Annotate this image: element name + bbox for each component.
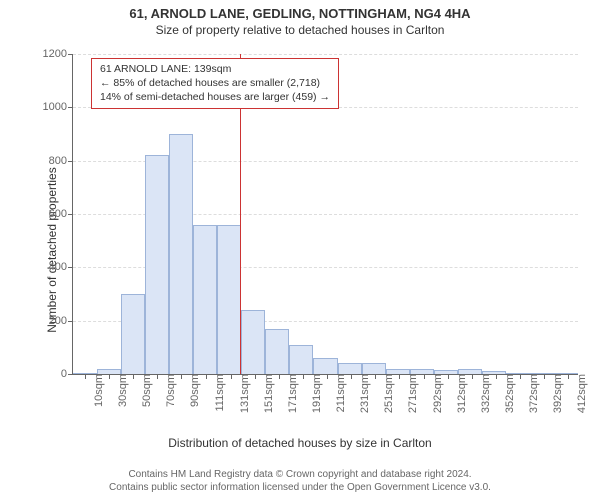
x-tick-mark (448, 374, 449, 379)
annotation-box: 61 ARNOLD LANE: 139sqm← 85% of detached … (91, 58, 339, 109)
x-tick-label: 412sqm (572, 374, 588, 413)
x-tick-label: 372sqm (524, 374, 540, 413)
x-tick-label: 352sqm (500, 374, 516, 413)
x-tick-mark (85, 374, 86, 379)
x-tick-label: 50sqm (137, 374, 153, 407)
footer-line: Contains HM Land Registry data © Crown c… (0, 469, 600, 482)
x-tick-label: 332sqm (476, 374, 492, 413)
x-tick-mark (472, 374, 473, 379)
x-tick-label: 131sqm (235, 374, 251, 413)
histogram-bar (338, 363, 362, 374)
x-tick-mark (206, 374, 207, 379)
histogram-bar (289, 345, 313, 374)
x-tick-mark (181, 374, 182, 379)
histogram-bar (193, 225, 217, 374)
x-tick-mark (568, 374, 569, 379)
x-tick-mark (399, 374, 400, 379)
y-tick-mark (68, 267, 73, 268)
x-tick-mark (133, 374, 134, 379)
x-tick-mark (424, 374, 425, 379)
x-tick-label: 90sqm (185, 374, 201, 407)
x-tick-label: 151sqm (259, 374, 275, 413)
chart-title-main: 61, ARNOLD LANE, GEDLING, NOTTINGHAM, NG… (0, 0, 600, 21)
x-tick-label: 312sqm (452, 374, 468, 413)
plot-area: 61 ARNOLD LANE: 139sqm← 85% of detached … (72, 54, 578, 375)
y-tick-mark (68, 374, 73, 375)
x-tick-label: 111sqm (210, 374, 226, 412)
y-tick-mark (68, 54, 73, 55)
x-tick-label: 70sqm (161, 374, 177, 407)
histogram-bar (217, 225, 241, 374)
x-tick-label: 211sqm (331, 374, 347, 412)
y-tick-mark (68, 107, 73, 108)
x-tick-mark (255, 374, 256, 379)
x-tick-mark (375, 374, 376, 379)
x-tick-mark (109, 374, 110, 379)
x-tick-mark (231, 374, 232, 379)
histogram-bar (241, 310, 265, 374)
x-tick-label: 251sqm (379, 374, 395, 413)
y-tick-mark (68, 161, 73, 162)
x-tick-mark (303, 374, 304, 379)
chart-container: 61, ARNOLD LANE, GEDLING, NOTTINGHAM, NG… (0, 0, 600, 500)
x-tick-label: 231sqm (355, 374, 371, 413)
x-tick-mark (157, 374, 158, 379)
x-tick-mark (544, 374, 545, 379)
histogram-bar (145, 155, 169, 374)
x-tick-mark (351, 374, 352, 379)
histogram-bar (121, 294, 145, 374)
annotation-line: ← 85% of detached houses are smaller (2,… (100, 76, 330, 90)
histogram-bar (265, 329, 289, 374)
histogram-bar (362, 363, 386, 374)
y-tick-mark (68, 214, 73, 215)
x-tick-mark (279, 374, 280, 379)
x-tick-label: 392sqm (548, 374, 564, 413)
x-tick-label: 10sqm (89, 374, 105, 407)
x-tick-mark (520, 374, 521, 379)
footer-line: Contains public sector information licen… (0, 482, 600, 495)
x-tick-label: 171sqm (283, 374, 299, 413)
y-tick-mark (68, 321, 73, 322)
x-tick-label: 30sqm (113, 374, 129, 407)
x-tick-mark (327, 374, 328, 379)
chart-title-sub: Size of property relative to detached ho… (0, 21, 600, 37)
x-tick-label: 271sqm (403, 374, 419, 413)
x-tick-label: 292sqm (428, 374, 444, 413)
histogram-bar (313, 358, 337, 374)
annotation-line: 14% of semi-detached houses are larger (… (100, 90, 330, 104)
x-axis-label: Distribution of detached houses by size … (0, 436, 600, 450)
x-tick-label: 191sqm (307, 374, 323, 413)
annotation-line: 61 ARNOLD LANE: 139sqm (100, 62, 330, 76)
histogram-bar (169, 134, 193, 374)
x-tick-mark (496, 374, 497, 379)
footer-attribution: Contains HM Land Registry data © Crown c… (0, 469, 600, 494)
